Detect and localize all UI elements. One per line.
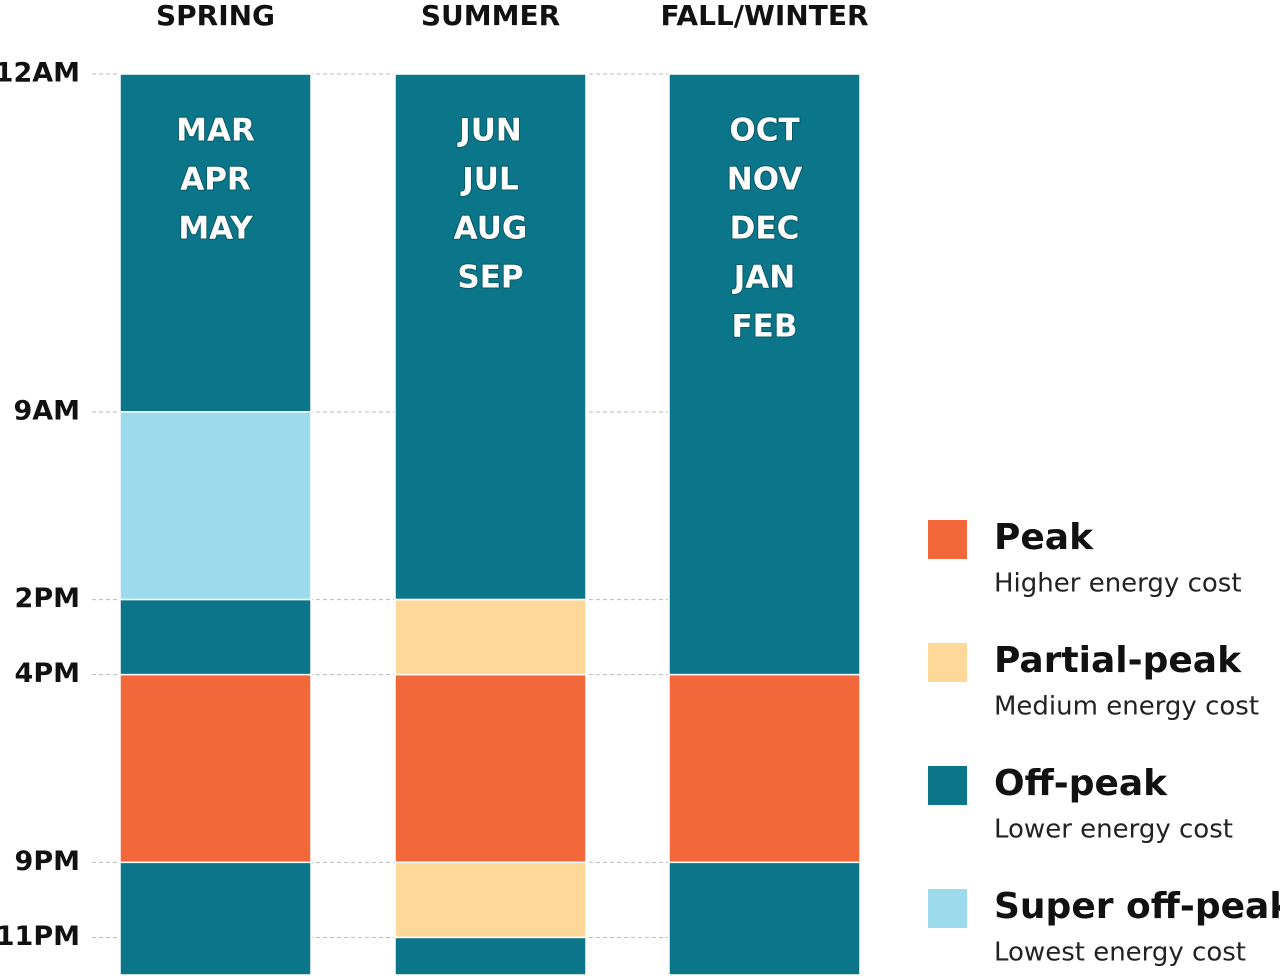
y-tick-label: 4PM [15, 658, 80, 689]
legend-swatch [928, 766, 967, 805]
month-label: OCT [729, 113, 799, 149]
y-tick-label: 9AM [13, 395, 80, 426]
segment [394, 73, 587, 601]
legend-swatch [928, 643, 967, 682]
column-title: FALL/WINTER [660, 0, 868, 32]
legend-description: Higher energy cost [994, 569, 1242, 599]
month-label: JUN [457, 113, 522, 149]
legend-name: Off-peak [994, 763, 1168, 804]
legend-name: Peak [994, 517, 1094, 558]
segment [668, 861, 861, 976]
y-tick-label: 11PM [0, 921, 80, 952]
legend-description: Lowest energy cost [994, 938, 1246, 968]
segment [119, 598, 312, 676]
month-label: JAN [732, 260, 795, 296]
month-label: NOV [727, 162, 802, 198]
segment [119, 73, 312, 413]
legend-description: Lower energy cost [994, 815, 1233, 845]
segment [119, 673, 312, 864]
segment [394, 673, 587, 864]
legend-swatch [928, 889, 967, 928]
column-title: SPRING [156, 0, 275, 32]
y-tick-label: 2PM [15, 583, 80, 614]
segment [394, 936, 587, 976]
month-label: JUL [460, 162, 518, 198]
y-tick-label: 12AM [0, 58, 80, 89]
legend-swatch [928, 520, 967, 559]
segment [668, 673, 861, 864]
segment [119, 861, 312, 976]
segment [394, 598, 587, 676]
month-label: AUG [454, 211, 528, 247]
month-label: APR [180, 162, 251, 198]
segment [119, 411, 312, 601]
column-title: SUMMER [421, 0, 560, 32]
y-tick-label: 9PM [15, 846, 80, 877]
segment [394, 861, 587, 939]
legend-name: Super off-peak [994, 886, 1280, 927]
month-label: FEB [732, 309, 798, 345]
month-label: SEP [457, 260, 523, 296]
legend-name: Partial-peak [994, 640, 1242, 681]
legend-description: Medium energy cost [994, 692, 1259, 722]
month-label: DEC [730, 211, 800, 247]
month-label: MAR [176, 113, 255, 149]
month-label: MAY [178, 211, 253, 247]
